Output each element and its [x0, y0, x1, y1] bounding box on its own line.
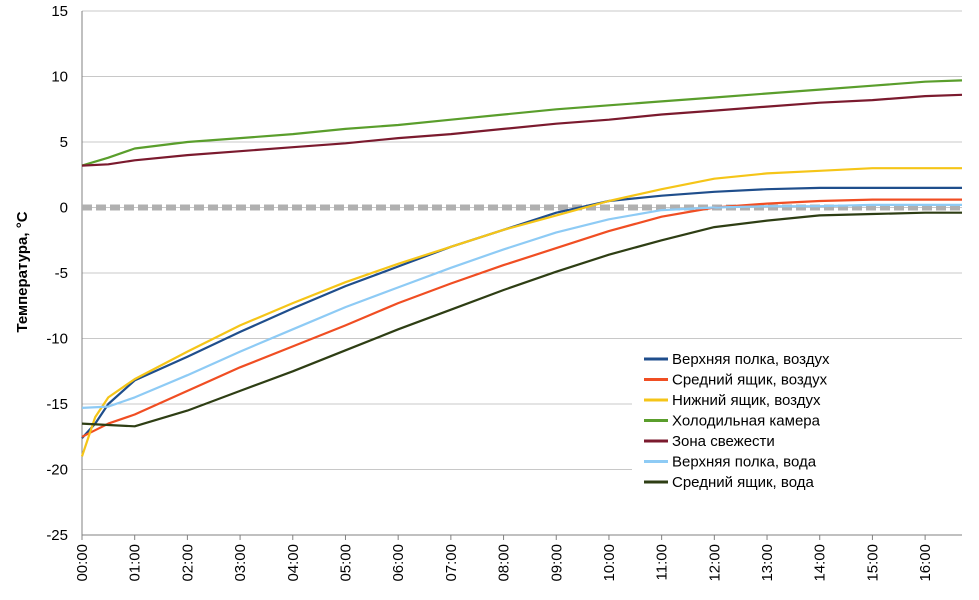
x-tick-label: 02:00 [179, 544, 196, 582]
y-axis-ticks: 15 10 5 0 -5 -10 -15 -20 -25 [46, 3, 68, 544]
x-tick-label: 06:00 [390, 544, 407, 582]
x-tick-label: 07:00 [443, 544, 460, 582]
x-tick-label: 16:00 [917, 544, 934, 582]
x-tick-label: 13:00 [759, 544, 776, 582]
legend-label: Зона свежести [672, 433, 775, 450]
legend-label: Средний ящик, воздух [672, 372, 828, 389]
x-tick-label: 10:00 [601, 544, 618, 582]
y-tick-label: -10 [46, 331, 68, 348]
y-tick-label: -25 [46, 527, 68, 544]
legend-label: Верхняя полка, вода [672, 454, 817, 471]
legend-box [632, 345, 962, 501]
x-axis-ticks: 00:00 01:00 02:00 03:00 04:00 05:00 06:00 07:00… [74, 535, 934, 582]
y-tick-label: 15 [51, 3, 68, 20]
y-tick-label: -20 [46, 462, 68, 479]
y-tick-label: -5 [55, 265, 68, 282]
y-tick-label: 5 [60, 134, 68, 151]
x-tick-label: 15:00 [864, 544, 881, 582]
series-lines [80, 79, 963, 457]
x-tick-label: 04:00 [285, 544, 302, 582]
series-line-4 [81, 79, 963, 167]
series-line-6 [81, 203, 962, 409]
x-tick-label: 09:00 [548, 544, 565, 582]
y-tick-label: 10 [51, 69, 68, 86]
x-tick-label: 14:00 [812, 544, 829, 582]
x-tick-label: 05:00 [337, 544, 354, 582]
y-axis-label: Температура, °C [14, 211, 31, 332]
y-tick-label: -15 [46, 396, 68, 413]
series-line-7 [81, 211, 962, 428]
x-tick-label: 03:00 [232, 544, 249, 582]
legend-label: Верхняя полка, воздух [672, 351, 830, 368]
series-line-5 [81, 93, 963, 167]
x-tick-label: 01:00 [127, 544, 144, 582]
x-tick-label: 11:00 [654, 544, 671, 580]
legend: Верхняя полка, воздух Средний ящик, возду… [632, 345, 962, 501]
x-tick-label: 00:00 [74, 544, 91, 582]
x-tick-label: 08:00 [496, 544, 513, 582]
y-tick-label: 0 [60, 200, 68, 217]
legend-label: Средний ящик, вода [672, 474, 814, 491]
legend-label: Нижний ящик, воздух [672, 392, 821, 409]
series-line-3 [80, 167, 962, 457]
series-line-2 [81, 198, 962, 438]
legend-label: Холодильная камера [672, 413, 821, 430]
x-tick-label: 12:00 [706, 544, 723, 582]
